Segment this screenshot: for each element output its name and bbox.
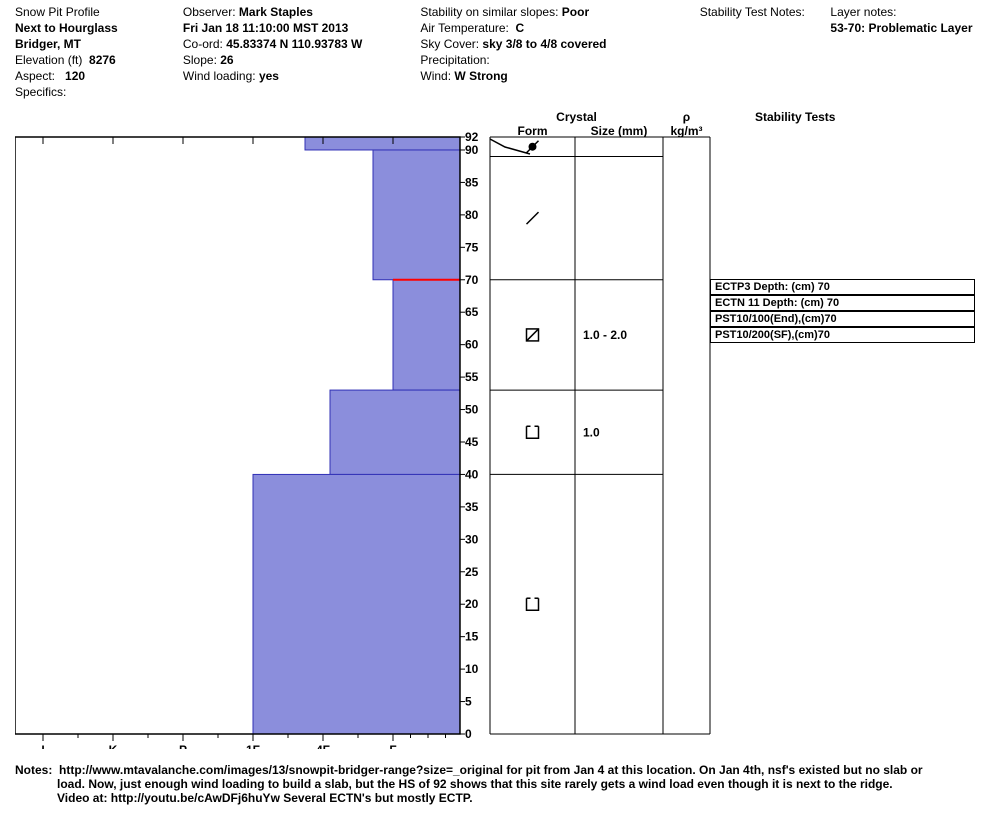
slope-label: Slope: xyxy=(183,53,217,67)
header: Snow Pit Profile Next to Hourglass Bridg… xyxy=(0,0,994,104)
snow-profile-chart: Crystal Form Size (mm) ρkg/m³ Stability Test… xyxy=(15,109,980,749)
svg-text:85: 85 xyxy=(465,175,479,189)
windloading-label: Wind loading: xyxy=(183,69,256,83)
svg-text:30: 30 xyxy=(465,532,479,546)
svg-text:1F: 1F xyxy=(246,743,260,749)
stability-label: Stability on similar slopes: xyxy=(420,5,558,19)
aspect-value: 120 xyxy=(65,69,85,83)
header-col5: Layer notes: 53-70: Problematic Layer xyxy=(830,5,979,99)
svg-text:kg/m³: kg/m³ xyxy=(670,124,702,138)
location1: Next to Hourglass xyxy=(15,21,118,35)
notes-line3: Video at: http://youtu.be/cAwDFj6huYw Se… xyxy=(57,791,473,805)
header-col1: Snow Pit Profile Next to Hourglass Bridg… xyxy=(15,5,173,99)
svg-text:ρ: ρ xyxy=(683,110,690,124)
wind-value: W Strong xyxy=(454,69,507,83)
svg-text:15: 15 xyxy=(465,630,479,644)
svg-text:35: 35 xyxy=(465,500,479,514)
observer-label: Observer: xyxy=(183,5,236,19)
coord-label: Co-ord: xyxy=(183,37,223,51)
aspect-label: Aspect: xyxy=(15,69,55,83)
layernotes-label: Layer notes: xyxy=(830,5,896,19)
skycover-value: sky 3/8 to 4/8 covered xyxy=(482,37,606,51)
svg-text:P: P xyxy=(179,743,187,749)
svg-text:45: 45 xyxy=(465,435,479,449)
svg-text:Size (mm): Size (mm) xyxy=(591,124,648,138)
svg-text:25: 25 xyxy=(465,565,479,579)
svg-text:60: 60 xyxy=(465,338,479,352)
svg-text:K: K xyxy=(109,743,118,749)
notes-line2: load. Now, just enough wind loading to b… xyxy=(57,777,893,791)
svg-text:90: 90 xyxy=(465,143,479,157)
svg-text:F: F xyxy=(389,743,396,749)
stability-value: Poor xyxy=(562,5,589,19)
location2: Bridger, MT xyxy=(15,37,81,51)
skycover-label: Sky Cover: xyxy=(420,37,479,51)
datetime: Fri Jan 18 11:10:00 MST 2013 xyxy=(183,21,348,35)
svg-text:75: 75 xyxy=(465,240,479,254)
header-col4: Stability Test Notes: xyxy=(700,5,821,99)
specifics-label: Specifics: xyxy=(15,85,66,99)
svg-text:1.0 - 2.0: 1.0 - 2.0 xyxy=(583,328,627,342)
stability-test-row: PST10/200(SF),(cm)70 xyxy=(710,327,975,343)
stability-test-row: ECTN 11 Depth: (cm) 70 xyxy=(710,295,975,311)
airtemp-value: C xyxy=(516,21,525,35)
svg-text:I: I xyxy=(41,743,44,749)
notes-label: Notes: xyxy=(15,763,52,777)
svg-text:1.0: 1.0 xyxy=(583,425,600,439)
svg-text:65: 65 xyxy=(465,305,479,319)
svg-text:80: 80 xyxy=(465,208,479,222)
notes-line1: http://www.mtavalanche.com/images/13/sno… xyxy=(59,763,923,777)
svg-text:Crystal: Crystal xyxy=(556,110,597,124)
svg-text:Stability Tests: Stability Tests xyxy=(755,110,836,124)
airtemp-label: Air Temperature: xyxy=(420,21,508,35)
header-col2: Observer: Mark Staples Fri Jan 18 11:10:… xyxy=(183,5,411,99)
title-label: Snow Pit Profile xyxy=(15,5,100,19)
svg-text:92: 92 xyxy=(465,130,479,144)
elevation-label: Elevation (ft) xyxy=(15,53,82,67)
stabtestnotes-label: Stability Test Notes: xyxy=(700,5,805,19)
header-col3: Stability on similar slopes: Poor Air Te… xyxy=(420,5,689,99)
svg-text:50: 50 xyxy=(465,403,479,417)
slope-value: 26 xyxy=(220,53,233,67)
svg-text:70: 70 xyxy=(465,273,479,287)
svg-text:40: 40 xyxy=(465,467,479,481)
coord-value: 45.83374 N 110.93783 W xyxy=(226,37,362,51)
svg-text:5: 5 xyxy=(465,695,472,709)
layernotes-value: 53-70: Problematic Layer xyxy=(830,21,972,35)
svg-text:0: 0 xyxy=(465,727,472,741)
windloading-value: yes xyxy=(259,69,279,83)
notes: Notes: http://www.mtavalanche.com/images… xyxy=(15,763,923,805)
svg-text:20: 20 xyxy=(465,597,479,611)
wind-label: Wind: xyxy=(420,69,451,83)
elevation-value: 8276 xyxy=(89,53,116,67)
precip-label: Precipitation: xyxy=(420,53,489,67)
observer-value: Mark Staples xyxy=(239,5,313,19)
stability-test-row: PST10/100(End),(cm)70 xyxy=(710,311,975,327)
svg-text:Form: Form xyxy=(518,124,548,138)
svg-text:10: 10 xyxy=(465,662,479,676)
svg-text:4F: 4F xyxy=(316,743,330,749)
svg-text:55: 55 xyxy=(465,370,479,384)
stability-test-row: ECTP3 Depth: (cm) 70 xyxy=(710,279,975,295)
